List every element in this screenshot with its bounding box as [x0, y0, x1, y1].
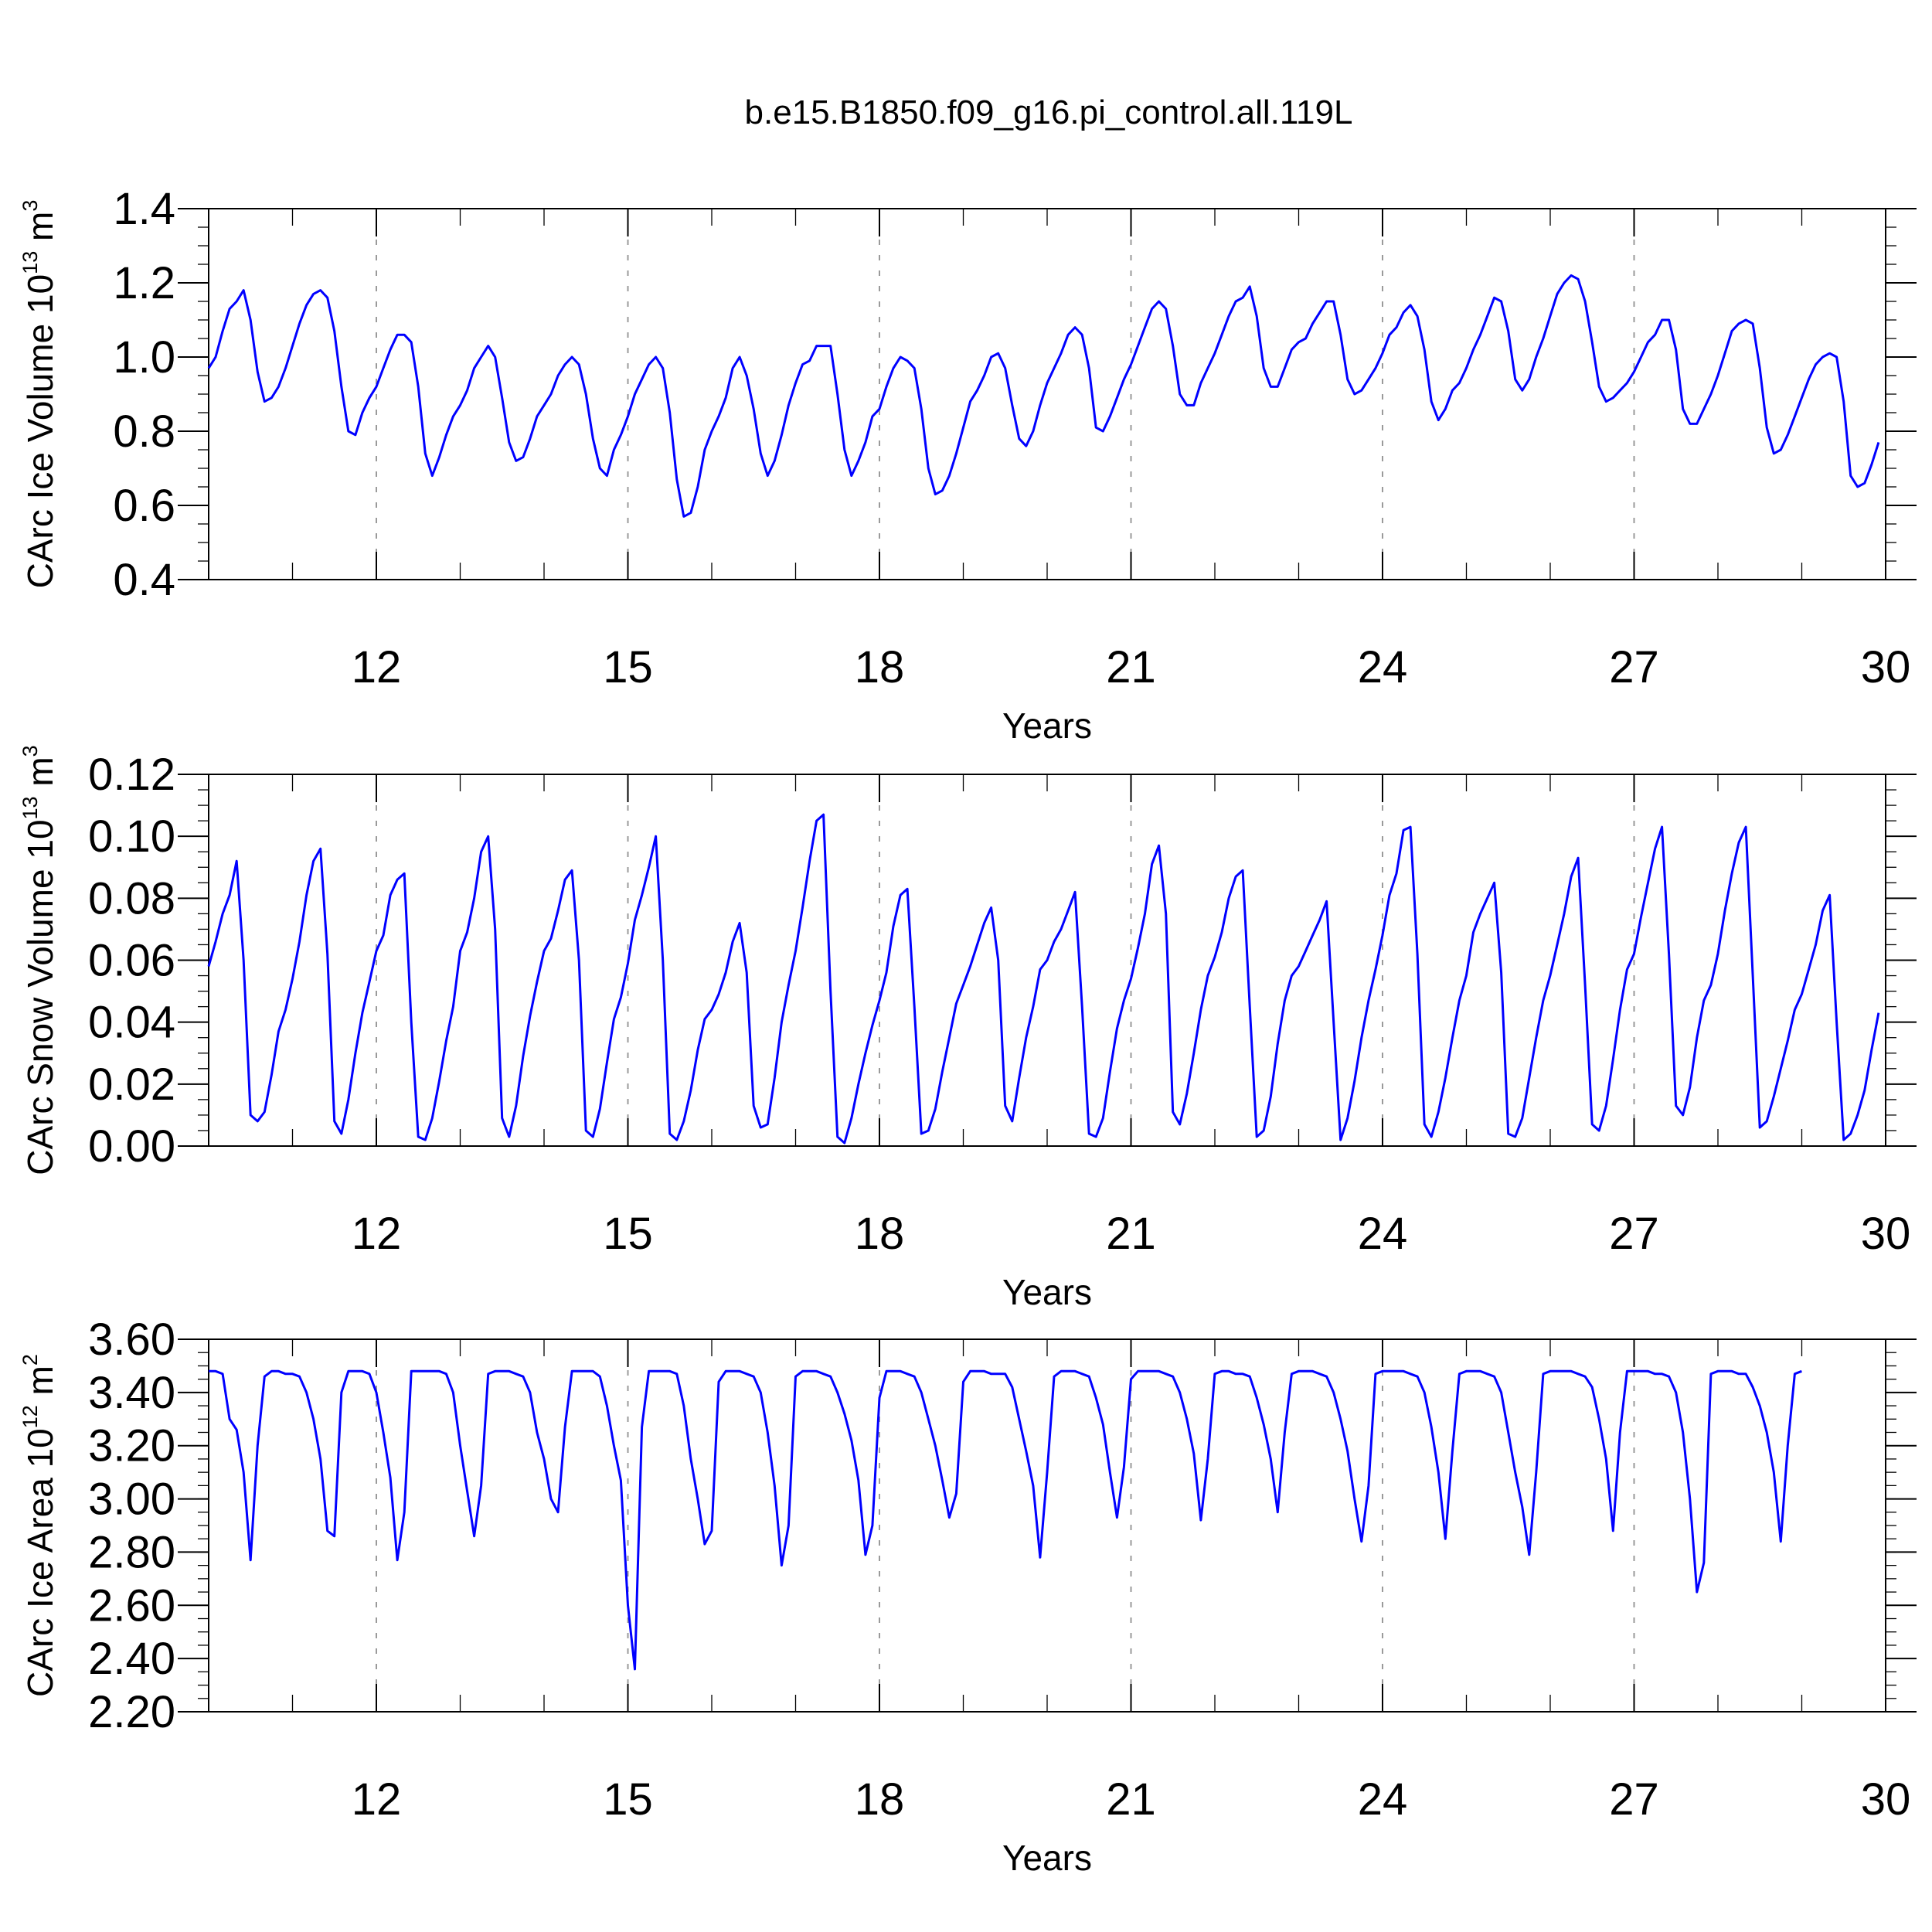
figure-title: b.e15.B1850.f09_g16.pi_control.all.119L	[745, 94, 1353, 131]
y-tick-label: 3.60	[88, 1315, 175, 1365]
y-tick-label: 2.80	[88, 1527, 175, 1577]
y-tick-label: 0.04	[88, 998, 175, 1048]
ice-volume-panel: 0.4 0.6 0.8 1.0 1.2 1.4 12 15 18 21 24 27 30 Years CAr…	[19, 184, 1917, 746]
x-tick-label: 12	[352, 1209, 402, 1259]
x-tick-label: 18	[855, 642, 905, 692]
y-tick-label: 1.2	[113, 258, 175, 308]
chart-panels: 0.4 0.6 0.8 1.0 1.2 1.4 12 15 18 21 24 27 30 Years CAr…	[19, 184, 1917, 1878]
y-axis-label: CArc Snow Volume 1013 m3	[19, 745, 60, 1175]
y-tick-label: 0.10	[88, 811, 175, 862]
x-tick-label: 24	[1358, 642, 1408, 692]
x-tick-label: 21	[1106, 1774, 1156, 1825]
y-tick-label: 0.08	[88, 873, 175, 923]
y-tick-label: 0.12	[88, 750, 175, 800]
y-tick-label: 0.6	[113, 481, 175, 531]
x-tick-label: 12	[352, 642, 402, 692]
x-tick-label: 15	[603, 1209, 653, 1259]
y-tick-label: 1.4	[113, 184, 175, 234]
y-tick-label: 3.40	[88, 1368, 175, 1418]
x-tick-label: 18	[855, 1209, 905, 1259]
x-tick-label: 21	[1106, 642, 1156, 692]
x-tick-label: 27	[1609, 1209, 1659, 1259]
x-tick-label: 30	[1861, 1209, 1911, 1259]
y-tick-label: 3.00	[88, 1475, 175, 1525]
y-tick-label: 0.8	[113, 406, 175, 457]
y-tick-label: 1.0	[113, 332, 175, 383]
snow-volume-series-line	[207, 813, 1880, 1145]
y-tick-label: 2.60	[88, 1580, 175, 1631]
x-axis-label: Years	[1002, 706, 1092, 746]
ice-volume-series-line	[207, 274, 1880, 518]
y-tick-label: 2.20	[88, 1687, 175, 1737]
y-tick-label: 0.02	[88, 1060, 175, 1110]
x-tick-label: 24	[1358, 1209, 1408, 1259]
x-tick-label: 12	[352, 1774, 402, 1825]
snow-volume-panel: 0.00 0.02 0.04 0.06 0.08 0.10 0.12 12 15 18 21 24 27…	[19, 745, 1917, 1312]
y-tick-label: 3.20	[88, 1421, 175, 1471]
x-tick-label: 27	[1609, 1774, 1659, 1825]
x-tick-label: 15	[603, 1774, 653, 1825]
y-axis-label: CArc Ice Area 1012 m2	[19, 1354, 60, 1697]
ice-area-panel: 2.202.402.602.803.003.203.403.60 12 15 18 21…	[19, 1315, 1917, 1878]
y-tick-label: 2.40	[88, 1634, 175, 1684]
ice-area-series-line	[209, 1369, 1802, 1671]
x-tick-label: 18	[855, 1774, 905, 1825]
y-tick-label: 0.06	[88, 936, 175, 986]
x-tick-label: 15	[603, 642, 653, 692]
y-tick-label: 0.00	[88, 1121, 175, 1172]
x-tick-label: 30	[1861, 1774, 1911, 1825]
x-tick-label: 30	[1861, 642, 1911, 692]
x-tick-label: 24	[1358, 1774, 1408, 1825]
y-axis-label: CArc Ice Volume 1013 m3	[19, 200, 60, 589]
x-tick-label: 27	[1609, 642, 1659, 692]
y-tick-label: 0.4	[113, 555, 175, 605]
x-axis-label: Years	[1002, 1272, 1092, 1312]
x-tick-label: 21	[1106, 1209, 1156, 1259]
x-axis-label: Years	[1002, 1838, 1092, 1878]
